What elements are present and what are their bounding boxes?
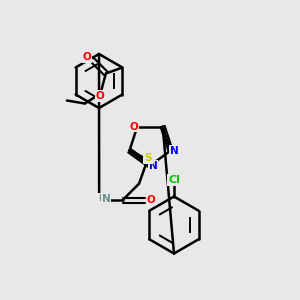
Text: Cl: Cl	[168, 175, 180, 185]
Text: O: O	[129, 122, 138, 131]
Text: O: O	[147, 195, 155, 205]
Text: O: O	[82, 52, 91, 62]
Text: N: N	[102, 194, 110, 204]
Text: H: H	[98, 194, 105, 203]
Text: N: N	[170, 146, 178, 156]
Text: S: S	[144, 153, 152, 163]
Text: O: O	[95, 91, 104, 101]
Text: N: N	[148, 160, 158, 171]
